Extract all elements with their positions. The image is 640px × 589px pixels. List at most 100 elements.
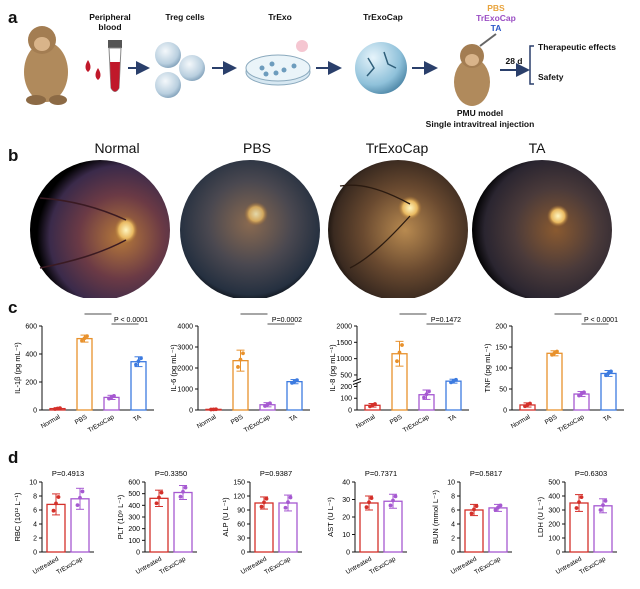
y-tick-label: 400 — [25, 352, 37, 359]
y-tick-label: 4 — [451, 522, 455, 529]
y-tick-label: 300 — [548, 508, 560, 515]
data-point — [427, 389, 431, 394]
y-axis-label: BUN (mmol L⁻¹) — [431, 490, 440, 544]
y-tick-label: 400 — [128, 503, 140, 510]
petri-dish-icon — [245, 40, 311, 86]
y-tick-label: 6 — [33, 508, 37, 515]
y-axis-label: AST (U L⁻¹) — [326, 497, 335, 537]
data-point — [283, 505, 288, 510]
treatment-ta: TA — [490, 23, 502, 33]
data-point — [609, 369, 613, 374]
data-point — [364, 505, 369, 510]
data-point — [236, 365, 240, 369]
p-value-label: P=0.5817 — [470, 469, 502, 478]
y-tick-label: 200 — [548, 522, 560, 529]
p-value-label: P < 0.0001 — [114, 317, 148, 324]
y-tick-label: 1000 — [336, 356, 352, 363]
y-tick-label: 100 — [548, 536, 560, 543]
p-value-label: P=0.0002 — [272, 317, 302, 324]
fundus-pbs — [180, 160, 320, 298]
data-point — [51, 508, 56, 513]
data-point — [178, 494, 183, 499]
p-value-label: P=0.0002 — [398, 312, 428, 314]
x-tick-label: Normal — [510, 413, 532, 430]
p-value-label: P=0.3350 — [155, 469, 187, 478]
data-point — [112, 394, 116, 398]
trexocap-sphere-icon — [355, 42, 407, 94]
bar-ta — [445, 380, 462, 411]
bar-untreated — [254, 502, 274, 553]
x-tick-label: TrExoCap — [55, 555, 84, 576]
data-point — [80, 489, 85, 494]
panel-letter-d: d — [8, 448, 19, 467]
y-axis-label: IL-8 (pg mL⁻¹) — [328, 344, 337, 392]
y-tick-label: 10 — [29, 480, 37, 487]
x-tick-label: Normal — [196, 413, 218, 430]
syringe-icon — [479, 33, 497, 47]
axis-break-mark — [352, 378, 362, 382]
data-point — [577, 500, 581, 505]
y-tick-label: 0 — [33, 408, 37, 415]
y-tick-label: 0 — [189, 408, 193, 415]
axis-break — [354, 379, 360, 384]
bar-ta — [286, 381, 303, 411]
data-point — [82, 336, 87, 341]
y-tick-label: 3000 — [177, 345, 193, 352]
bar-pbs — [546, 352, 563, 411]
x-tick-label: TrExoCap — [87, 413, 116, 434]
y-axis-label: LDH (U L⁻¹) — [536, 496, 545, 537]
y-axis-label: RBC (10¹² L⁻¹) — [13, 492, 22, 541]
step-label-blood: Peripheral blood — [89, 12, 131, 32]
y-tick-label: 50 — [499, 387, 507, 394]
y-tick-label: 0 — [556, 550, 560, 557]
y-tick-label: 4 — [33, 522, 37, 529]
y-tick-label: 10 — [342, 532, 350, 539]
data-point — [391, 498, 395, 503]
schematic-diagram — [24, 26, 534, 106]
data-point — [598, 508, 603, 512]
x-tick-label: TrExoCap — [473, 555, 502, 576]
y-axis-label: ALP (U L⁻¹) — [221, 497, 230, 537]
bar-ta — [130, 361, 147, 411]
data-point — [579, 495, 584, 500]
y-tick-label: 30 — [342, 497, 350, 504]
x-tick-label: PBS — [230, 413, 245, 426]
y-tick-label: 300 — [128, 515, 140, 522]
y-tick-label: 8 — [33, 494, 37, 501]
data-point — [397, 350, 402, 355]
y-tick-label: 100 — [495, 366, 507, 373]
data-point — [139, 356, 143, 361]
data-point — [393, 494, 398, 499]
x-tick-label: PBS — [389, 413, 404, 426]
retina-title-ta: TA — [528, 140, 546, 156]
data-point — [395, 359, 399, 364]
x-tick-label: Normal — [355, 413, 377, 430]
y-tick-label: 0 — [348, 408, 352, 415]
treatment-trexocap: TrExoCap — [476, 13, 516, 23]
data-point — [369, 496, 374, 500]
data-point — [469, 511, 474, 516]
data-point — [78, 495, 82, 500]
y-tick-label: 2 — [451, 536, 455, 543]
retina-title-normal: Normal — [94, 140, 140, 156]
y-axis-label: TNF (pg mL⁻¹) — [483, 343, 492, 392]
y-tick-label: 1000 — [177, 387, 193, 394]
data-point — [422, 395, 426, 400]
y-tick-label: 1500 — [336, 340, 352, 347]
y-tick-label: 500 — [548, 480, 560, 487]
fundus-ta — [472, 160, 612, 298]
y-tick-label: 8 — [451, 494, 455, 501]
data-point — [264, 496, 269, 501]
y-tick-label: 200 — [340, 384, 352, 391]
y-tick-label: 0 — [503, 408, 507, 415]
data-point — [238, 357, 243, 362]
panel-letter-b: b — [8, 146, 19, 165]
panel-letter-a: a — [8, 8, 18, 27]
data-point — [601, 503, 605, 507]
fundus-normal — [30, 160, 170, 298]
retina-title-pbs: PBS — [242, 140, 271, 156]
injection-label: Single intravitreal injection — [425, 119, 535, 129]
